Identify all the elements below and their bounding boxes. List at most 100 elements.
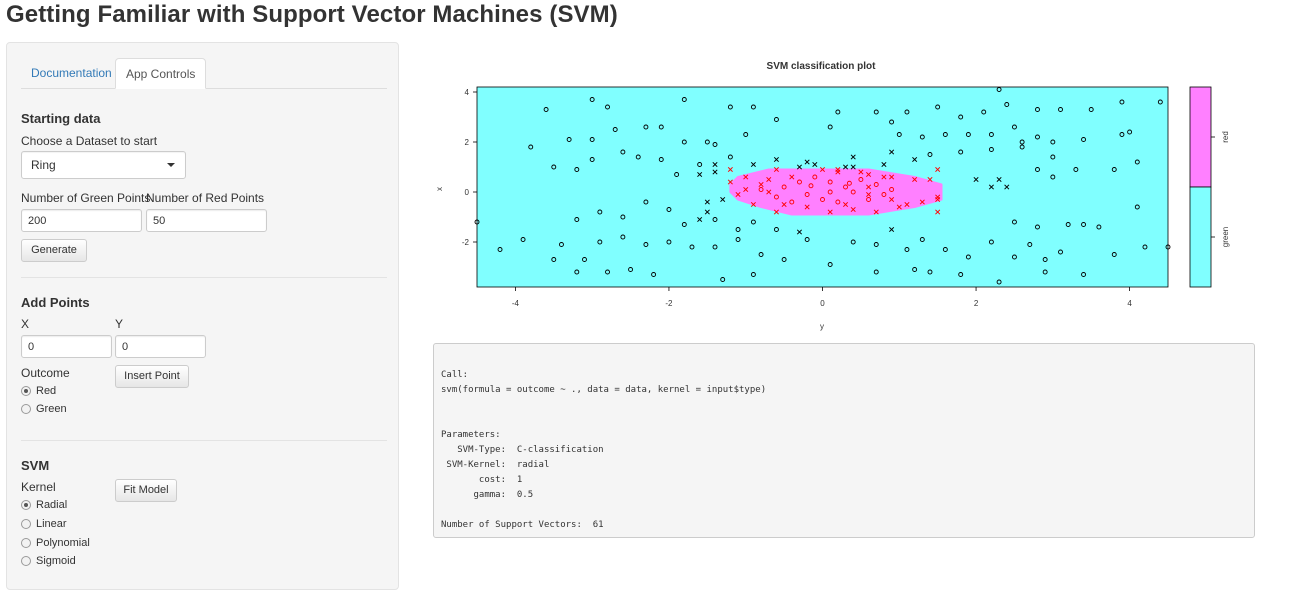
y-axis-tick-label: 4 bbox=[465, 88, 470, 97]
green-data-point bbox=[1011, 219, 1017, 225]
green-data-point bbox=[589, 157, 595, 162]
support-vector-point bbox=[758, 181, 764, 188]
summary-line: SVM-Kernel: radial bbox=[441, 460, 550, 470]
green-data-point bbox=[1134, 204, 1140, 210]
plot-x-axis-label: y bbox=[820, 322, 824, 331]
green-data-point bbox=[651, 272, 657, 277]
green-data-point bbox=[750, 104, 756, 110]
green-data-point bbox=[681, 97, 687, 102]
support-vector-point bbox=[919, 199, 925, 205]
green-data-point bbox=[1035, 134, 1040, 140]
support-vector-point bbox=[889, 196, 895, 203]
support-vector-point bbox=[827, 209, 833, 215]
support-vector-point bbox=[835, 166, 841, 173]
green-data-point bbox=[773, 227, 779, 232]
green-data-point bbox=[850, 239, 856, 245]
green-data-point bbox=[674, 172, 680, 177]
generate-button[interactable]: Generate bbox=[21, 239, 87, 262]
green-data-point bbox=[1035, 224, 1040, 230]
model-summary-output: Call: svm(formula = outcome ~ ., data = … bbox=[433, 343, 1255, 538]
support-vector-point bbox=[935, 194, 941, 200]
red-decision-region bbox=[729, 168, 943, 216]
green-data-point bbox=[981, 109, 987, 115]
support-vector-point bbox=[850, 154, 856, 160]
green-data-point bbox=[1111, 167, 1117, 172]
summary-line: cost: 1 bbox=[441, 475, 523, 485]
dataset-select-value: Ring bbox=[31, 158, 56, 172]
y-input[interactable] bbox=[115, 335, 206, 358]
red-data-point bbox=[827, 189, 833, 195]
radio-selected-icon bbox=[21, 386, 31, 396]
x-axis-tick-label: 4 bbox=[1127, 299, 1132, 308]
red-data-point bbox=[866, 197, 872, 202]
support-vector-point bbox=[697, 216, 703, 223]
red-data-point bbox=[808, 183, 814, 189]
tab-bar: Documentation App Controls bbox=[21, 58, 387, 89]
green-data-point bbox=[1134, 159, 1140, 165]
green-data-point bbox=[735, 227, 741, 232]
kernel-radio-label: Polynomial bbox=[36, 537, 90, 549]
support-vector-point bbox=[704, 209, 710, 215]
fit-model-button[interactable]: Fit Model bbox=[115, 479, 177, 502]
starting-data-heading: Starting data bbox=[21, 111, 101, 126]
green-data-point bbox=[1035, 107, 1040, 112]
x-axis-tick-label: 2 bbox=[974, 299, 979, 308]
red-data-point bbox=[758, 187, 764, 192]
support-vector-point bbox=[697, 171, 703, 178]
green-data-point bbox=[712, 217, 718, 222]
green-data-point bbox=[597, 239, 603, 245]
green-data-point bbox=[1004, 102, 1010, 107]
insert-point-button[interactable]: Insert Point bbox=[115, 365, 189, 388]
green-data-point bbox=[1111, 252, 1117, 257]
green-data-point bbox=[965, 132, 971, 137]
svm-plot: SVM classification plot -4 -2 0 2 4 -2 0 2 4 y x… bbox=[420, 50, 1260, 335]
support-vector-point bbox=[773, 209, 779, 215]
red-points-label: Number of Red Points bbox=[146, 191, 265, 205]
green-points-label: Number of Green Points bbox=[21, 191, 151, 205]
green-data-point bbox=[873, 109, 879, 115]
x-input[interactable] bbox=[21, 335, 112, 358]
support-vector-point bbox=[912, 156, 918, 163]
sidebar-panel: Documentation App Controls Starting data… bbox=[6, 42, 399, 590]
green-data-point bbox=[727, 154, 733, 160]
support-vector-point bbox=[789, 174, 795, 180]
support-vector-point bbox=[720, 196, 726, 203]
green-data-point bbox=[1073, 167, 1079, 172]
y-axis-tick-label: -2 bbox=[462, 238, 470, 247]
red-data-point bbox=[873, 182, 879, 187]
support-vector-point bbox=[904, 201, 910, 208]
support-vector-point bbox=[873, 209, 879, 215]
dataset-select[interactable]: Ring bbox=[21, 151, 186, 179]
green-data-point bbox=[988, 239, 994, 245]
green-data-point bbox=[574, 167, 580, 172]
green-data-point bbox=[735, 237, 741, 242]
support-vector-point bbox=[858, 169, 864, 175]
support-vector-point bbox=[804, 204, 810, 210]
green-data-point bbox=[873, 242, 879, 247]
support-vector-point bbox=[889, 226, 895, 233]
support-vector-point bbox=[766, 176, 772, 183]
green-data-point bbox=[712, 142, 718, 147]
green-data-point bbox=[497, 247, 503, 252]
red-data-point bbox=[789, 199, 795, 205]
green-data-point bbox=[1042, 257, 1048, 262]
plot-title: SVM classification plot bbox=[767, 61, 877, 72]
green-data-point bbox=[1058, 107, 1063, 112]
green-data-point bbox=[582, 257, 587, 262]
support-vector-point bbox=[866, 171, 872, 178]
page-title: Getting Familiar with Support Vector Mac… bbox=[6, 1, 618, 28]
green-data-point bbox=[1088, 107, 1094, 112]
tab-documentation[interactable]: Documentation bbox=[31, 66, 112, 80]
green-data-point bbox=[635, 154, 641, 160]
green-data-point bbox=[1081, 222, 1086, 227]
summary-line bbox=[441, 413, 1254, 428]
support-vector-point bbox=[896, 204, 902, 210]
chevron-down-icon bbox=[167, 163, 175, 167]
y-axis-tick-label: 2 bbox=[465, 138, 470, 147]
red-points-input[interactable] bbox=[146, 209, 267, 232]
green-points-input[interactable] bbox=[21, 209, 142, 232]
green-data-point bbox=[996, 87, 1002, 92]
radio-unselected-icon bbox=[21, 519, 31, 529]
tab-app-controls[interactable]: App Controls bbox=[115, 58, 207, 89]
green-data-point bbox=[1119, 99, 1125, 105]
